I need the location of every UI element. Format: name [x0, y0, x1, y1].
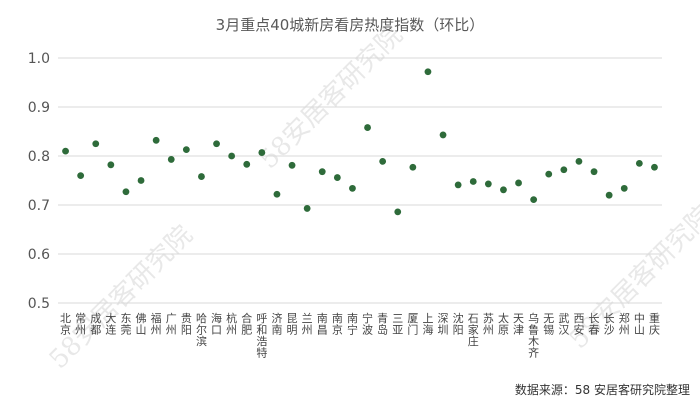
data-point [530, 196, 538, 204]
data-point [409, 163, 417, 171]
data-point [137, 177, 145, 184]
x-tick-label: 沈阳 [453, 311, 464, 337]
data-point [651, 163, 658, 171]
data-point [92, 140, 100, 148]
data-point [500, 186, 507, 194]
data-point [454, 181, 462, 189]
watermark-text: 58安居客研究院 [44, 220, 199, 375]
data-point [243, 160, 251, 168]
data-point [318, 168, 326, 176]
data-point [560, 166, 568, 174]
watermark-text: 58安居客研究院 [254, 20, 409, 175]
x-tick-label: 广州 [166, 312, 177, 337]
grid-lines [58, 57, 662, 304]
data-point [107, 161, 115, 169]
data-point [605, 191, 613, 199]
x-tick-label: 常州 [75, 312, 86, 337]
data-point [333, 174, 341, 181]
data-point [198, 173, 205, 180]
x-tick-label: 兰州 [302, 312, 313, 337]
x-tick-label: 武汉 [558, 312, 569, 337]
data-point [167, 156, 175, 163]
data-point [273, 190, 281, 198]
data-point [379, 157, 387, 165]
x-tick-label: 东莞 [120, 312, 131, 337]
data-point [258, 149, 266, 156]
x-tick-label: 太原 [498, 312, 509, 337]
x-tick-label: 深圳 [438, 312, 449, 337]
x-tick-label: 宁波 [362, 311, 373, 337]
x-tick-label: 长春 [589, 312, 600, 337]
x-tick-label: 大连 [105, 311, 116, 337]
data-point [545, 170, 553, 178]
x-tick-label: 郑州 [619, 311, 630, 337]
data-point [635, 159, 643, 167]
source-note: 数据来源：58 安居客研究院整理 [515, 382, 690, 397]
y-tick-label: 1.0 [28, 51, 50, 67]
data-point [349, 184, 356, 192]
x-tick-label: 合肥 [241, 311, 252, 337]
y-tick-label: 0.6 [28, 247, 50, 263]
data-point [394, 208, 402, 216]
x-tick-label: 济南 [271, 311, 282, 337]
data-point [515, 179, 522, 187]
x-tick-label: 三亚 [392, 312, 403, 337]
x-tick-label: 青岛 [377, 312, 388, 337]
data-point [590, 168, 598, 176]
x-tick-label: 西安 [573, 312, 584, 337]
x-tick-label: 成都 [90, 312, 101, 337]
x-tick-label: 天津 [513, 312, 524, 337]
data-point [620, 184, 628, 192]
x-tick-label: 重庆 [649, 311, 660, 337]
x-tick-label: 上海 [422, 312, 433, 337]
data-point [288, 161, 296, 169]
x-tick-label: 哈尔滨 [196, 312, 207, 348]
x-tick-label: 长沙 [604, 312, 615, 337]
y-axis-ticks: 0.5 0.6 0.7 0.8 0.9 1.0 [28, 51, 50, 312]
y-tick-label: 0.8 [28, 149, 50, 165]
data-point [439, 131, 447, 139]
x-axis-ticks: 北京常州成都大连东莞佛山福州广州贵阳哈尔滨海口杭州合肥呼和浩特济南昆明兰州南昌南… [60, 311, 660, 360]
data-points [62, 68, 658, 216]
x-tick-label: 福州 [151, 311, 162, 337]
data-point [62, 147, 69, 155]
x-tick-label: 南京 [332, 312, 343, 337]
x-tick-label: 昆明 [287, 312, 298, 337]
data-point [484, 180, 492, 188]
data-point [152, 136, 160, 144]
data-point [77, 172, 85, 180]
data-point [122, 188, 130, 196]
data-point [364, 124, 371, 131]
y-tick-label: 0.9 [28, 100, 50, 116]
x-tick-label: 北京 [60, 312, 71, 337]
x-tick-label: 乌鲁木齐 [528, 311, 539, 360]
chart-title: 3月重点40城新房看房热度指数（环比） [216, 16, 485, 34]
x-tick-label: 中山 [634, 312, 645, 337]
data-point [575, 157, 583, 165]
x-tick-label: 呼和浩特 [256, 312, 267, 360]
data-point [213, 140, 220, 148]
x-tick-label: 贵阳 [181, 312, 192, 337]
x-tick-label: 南昌 [317, 312, 328, 337]
data-point [303, 205, 311, 212]
x-tick-label: 杭州 [226, 311, 237, 337]
x-tick-label: 无锡 [543, 312, 554, 337]
data-point [182, 146, 190, 154]
y-tick-label: 0.5 [28, 296, 50, 312]
y-tick-label: 0.7 [28, 198, 50, 214]
data-point [228, 152, 236, 160]
data-point [469, 178, 477, 185]
x-tick-label: 苏州 [483, 312, 494, 337]
x-tick-label: 厦门 [407, 312, 418, 337]
data-point [424, 68, 432, 76]
x-tick-label: 海口 [211, 311, 222, 337]
x-tick-label: 南宁 [347, 312, 358, 337]
x-tick-label: 佛山 [136, 312, 147, 337]
x-tick-label: 石家庄 [468, 312, 479, 348]
